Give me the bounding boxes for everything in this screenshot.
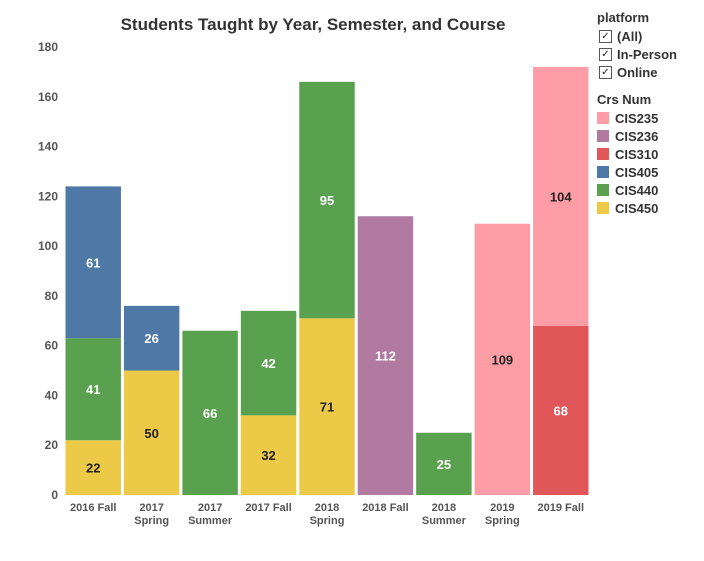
legend-label: CIS440	[615, 182, 659, 198]
bar-segment-cis450[interactable]	[240, 415, 297, 495]
bar-segment-cis235[interactable]	[474, 223, 531, 495]
platform-filter: platform ✓ (All) ✓ In-Person ✓ Online	[597, 10, 677, 81]
legend-swatch	[597, 202, 609, 214]
bar-value-label: 41	[86, 382, 100, 397]
legend-label: CIS235	[615, 110, 659, 126]
bar-value-label: 112	[375, 349, 396, 364]
y-axis: 0 20 40 60 80 100 120 140 160 180	[38, 40, 58, 502]
filter-option-label: (All)	[617, 28, 643, 44]
bar-value-label: 71	[320, 400, 334, 415]
course-legend-title: Crs Num	[597, 92, 652, 107]
x-category-label: 2017	[139, 502, 163, 514]
legend-label: CIS236	[615, 128, 659, 144]
checkbox-icon[interactable]: ✓	[599, 47, 612, 61]
platform-filter-title: platform	[597, 10, 649, 25]
bar-value-label: 66	[203, 406, 217, 421]
legend-swatch	[597, 112, 609, 124]
filter-option-label: Online	[617, 64, 658, 80]
y-tick-label: 160	[38, 90, 58, 104]
x-category-label: 2017	[198, 502, 222, 514]
y-tick-label: 140	[38, 140, 58, 154]
x-category-label: Spring	[134, 515, 169, 527]
x-category-label: 2018 Fall	[362, 502, 408, 514]
bar-value-label: 50	[144, 426, 158, 441]
bar-value-label: 42	[261, 356, 275, 371]
bar-value-label: 22	[86, 461, 100, 476]
bar-segment-cis310[interactable]	[533, 325, 589, 495]
y-tick-label: 0	[51, 488, 58, 502]
x-category-label: Summer	[188, 515, 233, 527]
legend-swatch	[597, 166, 609, 178]
x-category-label: 2019	[490, 502, 514, 514]
bar-segment-cis440[interactable]	[240, 310, 297, 416]
y-tick-label: 20	[45, 438, 59, 452]
course-legend: Crs Num CIS235 CIS236 CIS310 CIS405 CIS440 CI…	[597, 92, 658, 217]
bar-value-label: 104	[550, 189, 572, 204]
bar-value-label: 32	[261, 448, 275, 463]
bar-segment-cis236[interactable]	[357, 216, 414, 495]
y-tick-label: 180	[38, 40, 58, 54]
bar-value-label: 25	[437, 457, 451, 472]
bar-value-label: 61	[86, 255, 100, 270]
bar-segment-cis440[interactable]	[299, 81, 355, 319]
filter-option-label: In-Person	[617, 46, 677, 62]
legend-item-cis235[interactable]: CIS235	[597, 109, 658, 127]
bar-segment-cis440[interactable]	[65, 338, 121, 441]
bar-segment-cis440[interactable]	[182, 330, 238, 495]
legend-item-cis450[interactable]: CIS450	[597, 199, 658, 217]
legend-label: CIS310	[615, 146, 659, 162]
y-tick-label: 60	[45, 339, 59, 353]
legend-item-cis236[interactable]: CIS236	[597, 127, 658, 145]
checkbox-icon[interactable]: ✓	[599, 29, 612, 43]
filter-option-all[interactable]: ✓ (All)	[597, 27, 677, 45]
y-tick-label: 120	[38, 189, 58, 203]
legend-swatch	[597, 148, 609, 160]
bar-segment-cis440[interactable]	[416, 432, 472, 495]
legend-swatch	[597, 130, 609, 142]
bar-value-label: 68	[554, 403, 568, 418]
x-category-label: 2019 Fall	[538, 502, 584, 514]
legend-swatch	[597, 184, 609, 196]
legend-label: CIS450	[615, 200, 659, 216]
bar-segment-cis405[interactable]	[123, 305, 180, 371]
legend-item-cis310[interactable]: CIS310	[597, 145, 658, 163]
bars: 22 41 61 50 26 66 32 42 71 95 112 25 109 68 104	[65, 66, 589, 495]
x-category-label: 2017 Fall	[245, 502, 291, 514]
filter-option-online[interactable]: ✓ Online	[597, 63, 677, 81]
bar-segment-cis450[interactable]	[123, 370, 180, 495]
y-tick-label: 80	[45, 289, 59, 303]
x-category-label: 2016 Fall	[70, 502, 116, 514]
bar-segment-cis450[interactable]	[65, 440, 121, 495]
legend-label: CIS405	[615, 164, 659, 180]
x-category-label: Summer	[422, 515, 467, 527]
filter-option-in-person[interactable]: ✓ In-Person	[597, 45, 677, 63]
legend-item-cis440[interactable]: CIS440	[597, 181, 658, 199]
bar-segment-cis450[interactable]	[299, 318, 355, 495]
y-tick-label: 40	[45, 388, 59, 402]
bar-value-label: 26	[144, 331, 158, 346]
bar-segment-cis405[interactable]	[65, 186, 121, 339]
bar-value-label: 109	[491, 352, 513, 367]
checkbox-icon[interactable]: ✓	[599, 65, 612, 79]
x-category-label: 2018	[432, 502, 456, 514]
x-category-label: Spring	[485, 515, 520, 527]
chart-title: Students Taught by Year, Semester, and C…	[120, 15, 506, 34]
x-category-label: Spring	[310, 515, 345, 527]
bar-value-label: 95	[320, 193, 334, 208]
legend-item-cis405[interactable]: CIS405	[597, 163, 658, 181]
bar-segment-cis235[interactable]	[533, 66, 589, 326]
y-tick-label: 100	[38, 239, 58, 253]
x-category-label: 2018	[315, 502, 339, 514]
